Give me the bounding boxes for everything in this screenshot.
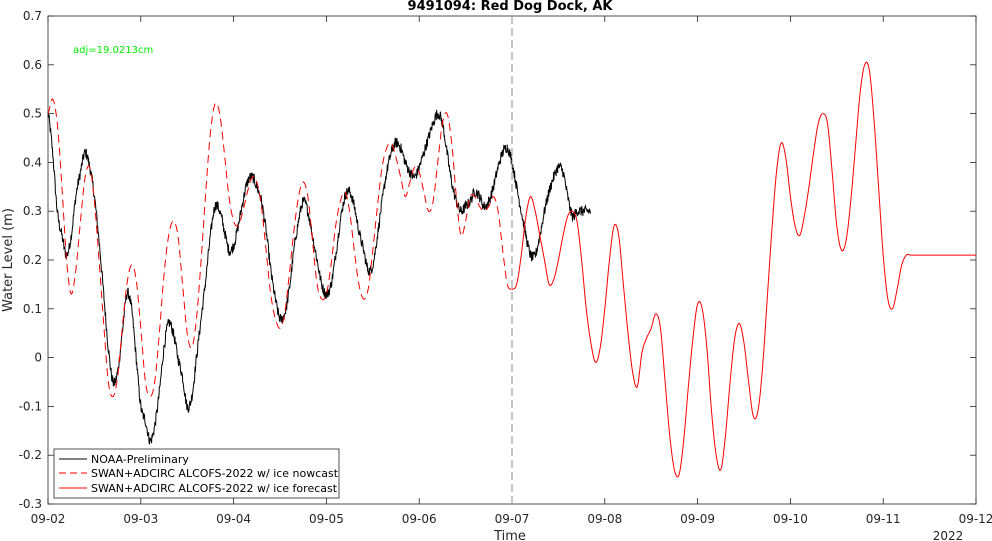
y-tick-label: -0.3 (19, 497, 42, 511)
y-tick-label: 0.7 (23, 9, 42, 23)
x-tick-label: 09-02 (31, 512, 66, 526)
y-tick-label: -0.1 (19, 399, 42, 413)
x-tick-label: 09-08 (587, 512, 622, 526)
x-tick-label: 09-12 (959, 512, 992, 526)
y-tick-label: -0.2 (19, 448, 42, 462)
y-tick-label: 0.5 (23, 107, 42, 121)
series-nowcast (47, 98, 513, 398)
x-tick-label: 09-05 (309, 512, 344, 526)
y-axis-label: Water Level (m) (1, 208, 16, 312)
series-noaa-preliminary (47, 109, 592, 445)
adjustment-annotation: adj=19.0213cm (73, 45, 153, 56)
y-tick-label: 0.2 (23, 253, 42, 267)
x-tick-label: 09-03 (123, 512, 158, 526)
chart-title: 9491094: Red Dog Dock, AK (408, 0, 614, 14)
legend-label-nowcast: SWAN+ADCIRC ALCOFS-2022 w/ ice nowcast (91, 467, 339, 480)
x-tick-label: 09-11 (866, 512, 901, 526)
x-tick-label: 09-09 (680, 512, 715, 526)
x-tick-label: 09-10 (773, 512, 808, 526)
legend: NOAA-Preliminary SWAN+ADCIRC ALCOFS-2022… (53, 448, 340, 499)
axis-ticks: 09-02 09-03 09-04 09-05 09-06 09-07 09-08 09-09… (19, 9, 992, 526)
x-tick-label: 09-04 (216, 512, 251, 526)
x-tick-label: 09-06 (402, 512, 437, 526)
series-layer (47, 61, 976, 478)
y-tick-label: 0.1 (23, 302, 42, 316)
x-axis-label: Time (493, 529, 526, 541)
y-tick-label: 0.6 (23, 58, 42, 72)
series-forecast (511, 61, 976, 478)
x-axis-sublabel: 2022 (933, 529, 964, 541)
legend-label-forecast: SWAN+ADCIRC ALCOFS-2022 w/ ice forecast (91, 482, 338, 495)
y-tick-label: 0 (34, 351, 42, 365)
y-tick-label: 0.4 (23, 155, 42, 169)
y-tick-label: 0.3 (23, 204, 42, 218)
legend-box (53, 448, 340, 499)
x-tick-label: 09-07 (495, 512, 530, 526)
legend-label-noaa: NOAA-Preliminary (91, 453, 189, 466)
